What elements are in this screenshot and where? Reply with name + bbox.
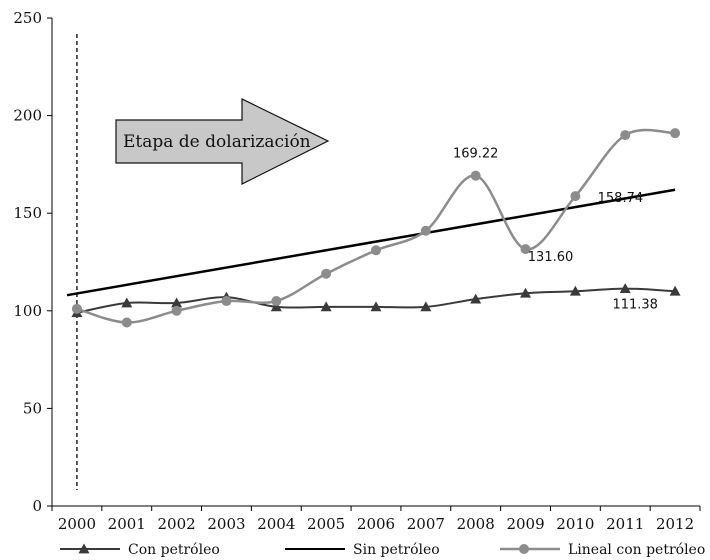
point-lineal-con-petroleo xyxy=(420,225,431,236)
x-tick-label: 2003 xyxy=(207,515,245,533)
point-con-petroleo xyxy=(171,297,183,308)
x-tick-label: 2002 xyxy=(158,515,196,533)
dollarization-phase: Etapa de dolarización xyxy=(76,34,330,490)
x-tick-label: 2005 xyxy=(307,515,345,533)
legend-label-con-petroleo: Con petróleo xyxy=(128,542,220,558)
data-label: 131.60 xyxy=(528,250,574,265)
point-lineal-con-petroleo xyxy=(321,268,332,279)
axes: 0 50 100 150 200 250 2000 2001 2002 2003 2004 2005 2… xyxy=(13,9,701,533)
point-con-petroleo xyxy=(320,301,332,312)
point-lineal-con-petroleo xyxy=(221,296,232,307)
legend: Con petróleo Sin petróleo Lineal con petró… xyxy=(60,542,705,558)
data-label: 158.74 xyxy=(598,191,644,206)
y-tick-label: 150 xyxy=(13,204,42,222)
y-tick-label: 0 xyxy=(32,497,42,515)
point-lineal-con-petroleo xyxy=(520,244,531,255)
point-lineal-con-petroleo xyxy=(121,317,132,328)
legend-label-sin-petroleo: Sin petróleo xyxy=(353,542,440,558)
x-tick-label: 2012 xyxy=(656,515,694,533)
y-tick-label: 50 xyxy=(23,399,42,417)
point-con-petroleo xyxy=(270,301,282,312)
point-con-petroleo xyxy=(470,293,482,304)
x-tick-label: 2006 xyxy=(357,515,395,533)
point-con-petroleo xyxy=(669,285,681,296)
legend-label-lineal-con-petroleo: Lineal con petróleo xyxy=(568,542,705,558)
x-tick-label: 2000 xyxy=(58,515,96,533)
x-tick-label: 2010 xyxy=(556,515,594,533)
point-con-petroleo xyxy=(370,301,382,312)
x-tick-label: 2009 xyxy=(506,515,544,533)
x-tick-label: 2011 xyxy=(606,515,644,533)
point-con-petroleo xyxy=(520,287,532,298)
y-tick-label: 100 xyxy=(13,302,42,320)
point-lineal-con-petroleo xyxy=(670,128,681,139)
point-lineal-con-petroleo xyxy=(371,245,381,256)
legend-marker-lineal-con-petroleo xyxy=(519,544,529,554)
point-lineal-con-petroleo xyxy=(470,170,481,181)
series-layer xyxy=(66,128,681,328)
point-con-petroleo xyxy=(569,285,581,296)
x-tick-label: 2008 xyxy=(457,515,495,533)
phase-arrow xyxy=(115,98,330,185)
phase-arrow-label: Etapa de dolarización xyxy=(123,132,311,152)
data-label: 111.38 xyxy=(612,298,658,313)
x-tick-label: 2007 xyxy=(407,515,445,533)
point-lineal-con-petroleo xyxy=(620,130,631,141)
legend-marker-con-petroleo xyxy=(78,543,90,554)
data-label: 169.22 xyxy=(453,147,499,162)
point-con-petroleo xyxy=(420,301,432,312)
y-tick-label: 200 xyxy=(13,107,42,125)
point-lineal-con-petroleo xyxy=(271,296,282,307)
series-line-sin-petroleo xyxy=(66,188,676,297)
data-labels: 169.22 131.60 158.74 111.38 xyxy=(453,147,658,313)
point-lineal-con-petroleo xyxy=(570,191,581,202)
x-tick-label: 2001 xyxy=(108,515,146,533)
point-con-petroleo xyxy=(619,283,631,293)
y-tick-label: 250 xyxy=(13,9,42,27)
x-tick-label: 2004 xyxy=(257,515,295,533)
point-lineal-con-petroleo xyxy=(171,305,182,316)
point-con-petroleo xyxy=(121,297,133,308)
point-lineal-con-petroleo xyxy=(71,303,82,314)
